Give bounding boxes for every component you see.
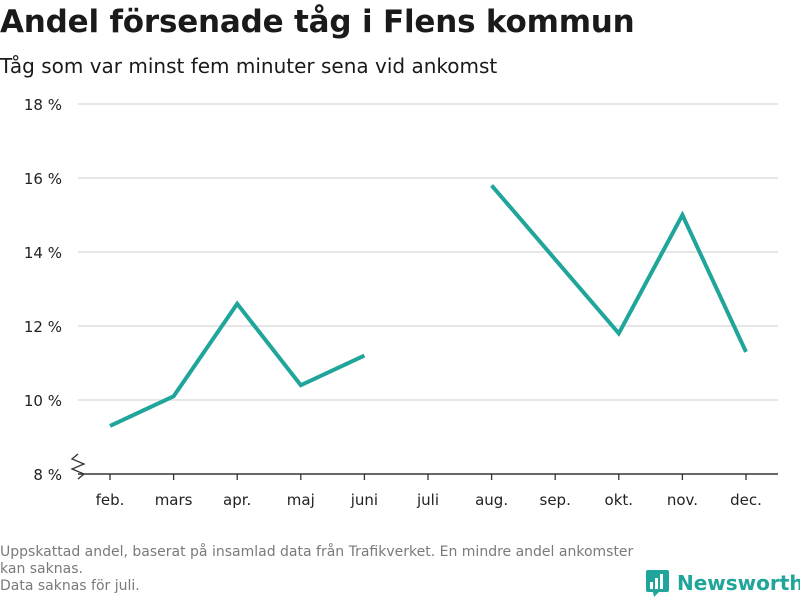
series-lines [109, 184, 748, 428]
x-tick-label: aug. [475, 491, 508, 509]
y-tick-label: 16 % [24, 170, 62, 188]
y-tick-label: 18 % [24, 96, 62, 114]
newsworthy-logo-icon [646, 570, 669, 597]
x-tick-label: sep. [540, 491, 571, 509]
x-tick-label: apr. [223, 491, 251, 509]
series-line-segment [109, 300, 366, 428]
x-tick-label: juni [350, 491, 378, 509]
brand-logo: Newsworthy [645, 568, 800, 598]
x-tick-label: juli [416, 491, 439, 509]
footnotes: Uppskattad andel, baserat på insamlad da… [0, 544, 640, 595]
chart-title: Andel försenade tåg i Flens kommun [0, 4, 635, 40]
x-tick-label: okt. [605, 491, 634, 509]
brand-name: Newsworthy [677, 571, 800, 595]
x-tick-label: nov. [667, 491, 698, 509]
x-tick-label: maj [287, 491, 315, 509]
gridlines [78, 103, 778, 401]
x-tick-label: mars [155, 491, 193, 509]
y-tick-label: 10 % [24, 392, 62, 410]
y-axis-ticks: 8 % 10 % 12 % 14 % 16 % 18 % [24, 96, 62, 484]
x-tick-label: dec. [730, 491, 762, 509]
footnote-missing-data: Data saknas för juli. [0, 578, 140, 594]
y-tick-label: 14 % [24, 244, 62, 262]
y-tick-label: 12 % [24, 318, 62, 336]
footnote-source: Uppskattad andel, baserat på insamlad da… [0, 544, 634, 577]
series-line-segment [490, 184, 748, 353]
axis-break-mark [70, 453, 86, 480]
x-axis: feb. mars apr. maj juni juli aug. sep. okt. nov. d… [70, 453, 778, 509]
y-tick-label: 8 % [33, 466, 62, 484]
chart-subtitle: Tåg som var minst fem minuter sena vid a… [0, 54, 498, 78]
line-chart: 8 % 10 % 12 % 14 % 16 % 18 % feb. mars apr. maj j… [24, 96, 778, 509]
x-tick-label: feb. [96, 491, 125, 509]
